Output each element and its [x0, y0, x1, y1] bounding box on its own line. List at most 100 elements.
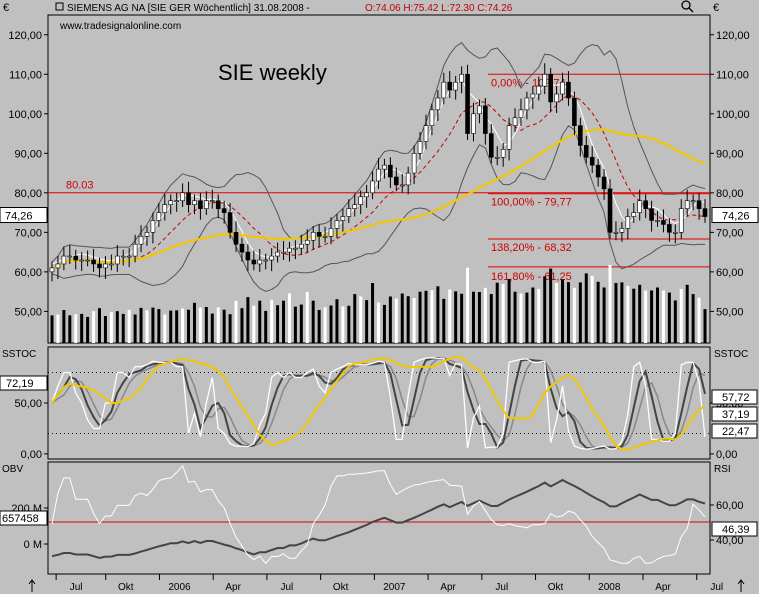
candle-body — [192, 200, 197, 205]
volume-bar — [293, 306, 297, 343]
obv-tick-label: 0 M — [24, 539, 42, 551]
volume-bar — [679, 289, 683, 343]
volume-bar — [489, 294, 493, 343]
price-tick-label-left: 90,00 — [14, 148, 42, 160]
scroll-up-arrow-left-icon[interactable] — [28, 579, 36, 592]
candle-body — [560, 81, 565, 95]
volume-bar — [572, 287, 576, 343]
candle-body — [601, 176, 607, 190]
candle-body — [263, 259, 269, 262]
chart-label: SIE weekly — [218, 60, 327, 85]
volume-bar — [382, 304, 386, 343]
search-icon[interactable] — [681, 0, 694, 13]
fib-label: 0,00% - 109,74 — [491, 77, 566, 89]
x-tick-label: 2008 — [598, 582, 621, 593]
candle-body — [524, 97, 530, 111]
price-tick-label-left: 80,00 — [14, 188, 42, 200]
volume-bar — [323, 307, 327, 343]
website-label: www.tradesignalonline.com — [59, 21, 181, 32]
stoch-badge-left-label: 72,19 — [6, 378, 34, 390]
candle-body — [115, 255, 120, 265]
series-toggle-checkbox[interactable] — [55, 2, 64, 11]
candle-body — [548, 73, 553, 103]
x-tick-label: Jul — [710, 582, 723, 593]
candle-body — [589, 156, 595, 166]
volume-bar — [406, 296, 410, 343]
volume-bar — [359, 296, 363, 343]
candle-body — [198, 200, 203, 209]
candle-body — [97, 263, 102, 269]
candle-body — [619, 228, 625, 233]
scroll-up-arrow-right-icon[interactable] — [737, 579, 745, 592]
candle-body — [49, 267, 55, 273]
volume-bar — [537, 289, 541, 343]
candle-body — [518, 109, 524, 119]
candle-body — [150, 220, 156, 233]
volume-bar — [614, 283, 618, 343]
candle-body — [109, 263, 114, 266]
volume-bar — [620, 282, 624, 343]
volume-bar — [584, 273, 588, 343]
candle-body — [394, 176, 399, 186]
volume-bar — [252, 305, 256, 343]
candle-body — [79, 259, 84, 262]
volume-bar — [181, 308, 185, 343]
candle-body — [61, 255, 67, 265]
volume-bar — [270, 299, 274, 343]
rsi-badge-right-label: 46,39 — [722, 524, 750, 536]
candle-body — [334, 220, 340, 229]
candle-body — [156, 212, 162, 221]
volume-bar — [86, 316, 90, 343]
volume-bar — [519, 293, 523, 343]
candle-body — [346, 208, 352, 217]
candle-body — [67, 255, 73, 258]
volume-bar — [210, 313, 214, 343]
candle-body — [126, 255, 132, 258]
volume-bar — [460, 293, 464, 343]
candle-body — [429, 109, 435, 126]
volume-bar — [471, 291, 475, 343]
volume-bar — [691, 294, 695, 343]
sstoc-title-right: SSTOC — [714, 349, 748, 360]
volume-bar — [276, 305, 280, 343]
candle-body — [73, 255, 79, 261]
volume-bar — [656, 287, 660, 343]
volume-bar — [513, 291, 517, 343]
volume-bar — [638, 284, 642, 343]
candle-body — [340, 216, 346, 221]
price-tick-label-right: 120,00 — [716, 30, 750, 42]
stoch-tick-label-right: 0,00 — [716, 449, 737, 461]
candle-body — [174, 200, 179, 203]
rsi-tick-label: 60,00 — [716, 500, 744, 512]
volume-bar — [287, 293, 291, 343]
candle-body — [103, 263, 108, 269]
candle-body — [554, 93, 559, 103]
volume-bar — [192, 302, 196, 343]
last-price-label-right: 74,26 — [722, 211, 750, 223]
x-tick-label: Apr — [225, 582, 241, 593]
candle-body — [536, 85, 542, 95]
x-tick-label: Jul — [495, 582, 508, 593]
volume-bar — [103, 316, 107, 343]
candle-body — [227, 212, 233, 233]
volume-bar — [97, 308, 101, 343]
volume-bar — [418, 291, 422, 343]
fib-label: 138,20% - 68,32 — [491, 242, 572, 254]
candle-body — [239, 243, 245, 253]
x-tick-label: Jul — [70, 582, 83, 593]
candle-body — [328, 228, 334, 237]
volume-bar — [602, 287, 606, 343]
candle-body — [649, 208, 654, 221]
candle-body — [180, 192, 185, 202]
volume-bar — [151, 307, 155, 343]
stoch-badge-right — [711, 423, 758, 439]
volume-bar — [371, 283, 375, 343]
candle-body — [441, 81, 447, 99]
volume-bar — [543, 276, 547, 343]
volume-bar — [222, 309, 226, 343]
volume-bar — [240, 308, 244, 343]
stoch-badge-right-label: 57,72 — [722, 392, 750, 404]
volume-bar — [525, 292, 529, 343]
volume-bar — [661, 290, 665, 343]
volume-bar — [578, 282, 582, 343]
